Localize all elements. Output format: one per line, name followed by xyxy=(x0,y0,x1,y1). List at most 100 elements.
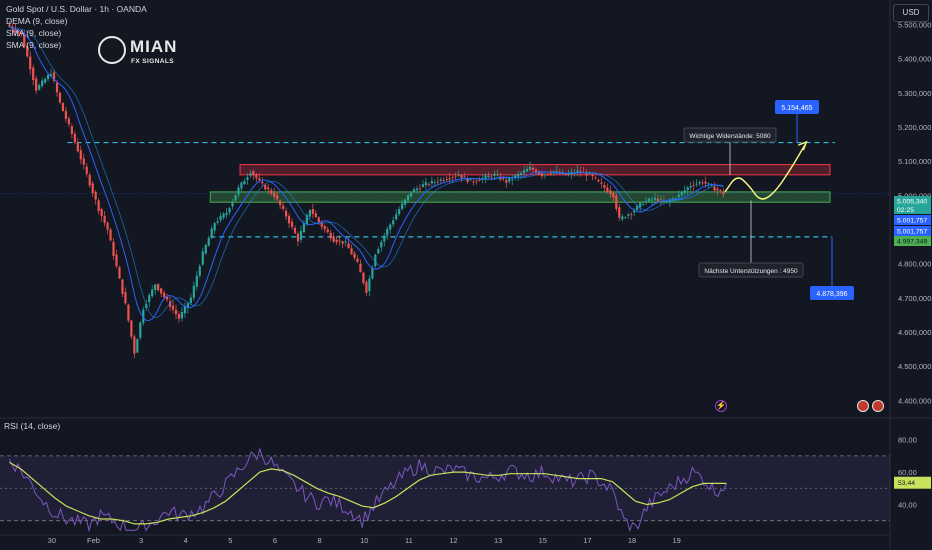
candle xyxy=(650,199,654,201)
candle xyxy=(49,74,53,76)
candle xyxy=(359,263,362,273)
candle xyxy=(621,216,624,220)
candle xyxy=(20,32,23,35)
date-tick-label: 8 xyxy=(318,536,322,545)
candle xyxy=(520,172,523,175)
candle xyxy=(290,221,294,227)
date-tick-label: Feb xyxy=(87,536,100,545)
candle xyxy=(165,296,169,300)
candle xyxy=(540,173,544,177)
candle xyxy=(704,181,707,184)
candle xyxy=(44,78,47,83)
candle xyxy=(528,166,532,170)
candle xyxy=(469,179,472,181)
candle xyxy=(317,217,320,222)
candle xyxy=(82,158,85,165)
candle xyxy=(148,295,151,303)
candle xyxy=(403,199,407,205)
candle xyxy=(264,185,267,190)
us-flag-icon-2[interactable] xyxy=(872,400,884,412)
date-tick-label: 19 xyxy=(672,536,680,545)
candle xyxy=(546,173,549,175)
callout-resistance: Wichtige Widerstände: 5080 xyxy=(689,133,771,140)
candle xyxy=(94,191,97,200)
us-flag-icon[interactable] xyxy=(857,400,869,412)
candle xyxy=(106,222,109,230)
candle xyxy=(270,190,273,194)
candle xyxy=(442,179,445,181)
candle xyxy=(103,215,106,223)
candle xyxy=(100,209,103,217)
candle xyxy=(296,233,300,242)
candle xyxy=(665,201,668,202)
candle xyxy=(496,174,499,176)
candle xyxy=(198,266,201,276)
candle xyxy=(225,212,228,215)
price-tick-label: 4.800,000 xyxy=(898,260,931,269)
candle xyxy=(484,175,487,179)
candle xyxy=(683,190,686,193)
candle xyxy=(659,198,663,200)
candle xyxy=(189,297,192,303)
candle xyxy=(55,82,59,93)
candle xyxy=(514,175,517,179)
candle xyxy=(395,214,398,220)
candle xyxy=(222,213,225,218)
candle xyxy=(273,192,276,197)
indicator-sma-1[interactable]: SMA (9, close) xyxy=(6,28,62,38)
rsi-title: RSI (14, close) xyxy=(4,421,61,431)
candle xyxy=(201,251,204,265)
candle xyxy=(392,220,395,225)
candle xyxy=(603,185,606,188)
lightning-icon[interactable]: ⚡ xyxy=(715,400,727,412)
candle xyxy=(64,110,68,119)
countdown-label: 02:25 xyxy=(897,207,914,214)
candle xyxy=(26,45,29,57)
candle xyxy=(618,207,621,218)
candle xyxy=(79,150,82,160)
candle xyxy=(713,186,716,191)
candle xyxy=(365,281,368,293)
candle xyxy=(287,215,291,224)
candle xyxy=(70,126,73,134)
candle xyxy=(716,188,719,191)
candle xyxy=(517,173,520,177)
candle xyxy=(656,198,660,202)
rsi-line xyxy=(8,447,727,533)
candle xyxy=(91,183,94,194)
projection-arrowhead xyxy=(798,140,808,151)
upper-measure-label: 5.154,465 xyxy=(781,105,812,112)
candle xyxy=(692,185,695,186)
candle xyxy=(430,180,433,184)
candle xyxy=(644,200,648,203)
price-tick-label: 5.500,000 xyxy=(898,21,931,30)
candle xyxy=(163,292,166,298)
currency-button[interactable]: USD xyxy=(893,4,929,22)
candle xyxy=(543,174,547,176)
candle xyxy=(305,215,309,225)
candle xyxy=(145,304,148,309)
candle xyxy=(243,181,246,185)
callout-box-support xyxy=(698,262,804,278)
price-tick-label: 4.700,000 xyxy=(898,294,931,303)
candle xyxy=(299,231,303,240)
date-tick-label: 15 xyxy=(539,536,547,545)
candle xyxy=(421,184,425,187)
candle xyxy=(219,215,222,221)
candle xyxy=(624,217,627,219)
price-axis-tag-label: 4.997,349 xyxy=(897,239,927,246)
candle xyxy=(8,24,11,27)
callout-support: Nächste Unterstützungen : 4950 xyxy=(704,268,798,275)
indicator-sma-2[interactable]: SMA (9, close) xyxy=(6,40,62,50)
candle xyxy=(29,56,32,70)
candle xyxy=(186,303,190,309)
candle xyxy=(88,174,91,186)
candle xyxy=(76,142,79,152)
price-tick-label: 5.400,000 xyxy=(898,55,931,64)
indicator-dema[interactable]: DEMA (9, close) xyxy=(6,16,68,26)
sma-line-2 xyxy=(9,26,724,318)
candle xyxy=(490,176,493,178)
candle xyxy=(439,179,442,181)
candle xyxy=(454,176,457,178)
